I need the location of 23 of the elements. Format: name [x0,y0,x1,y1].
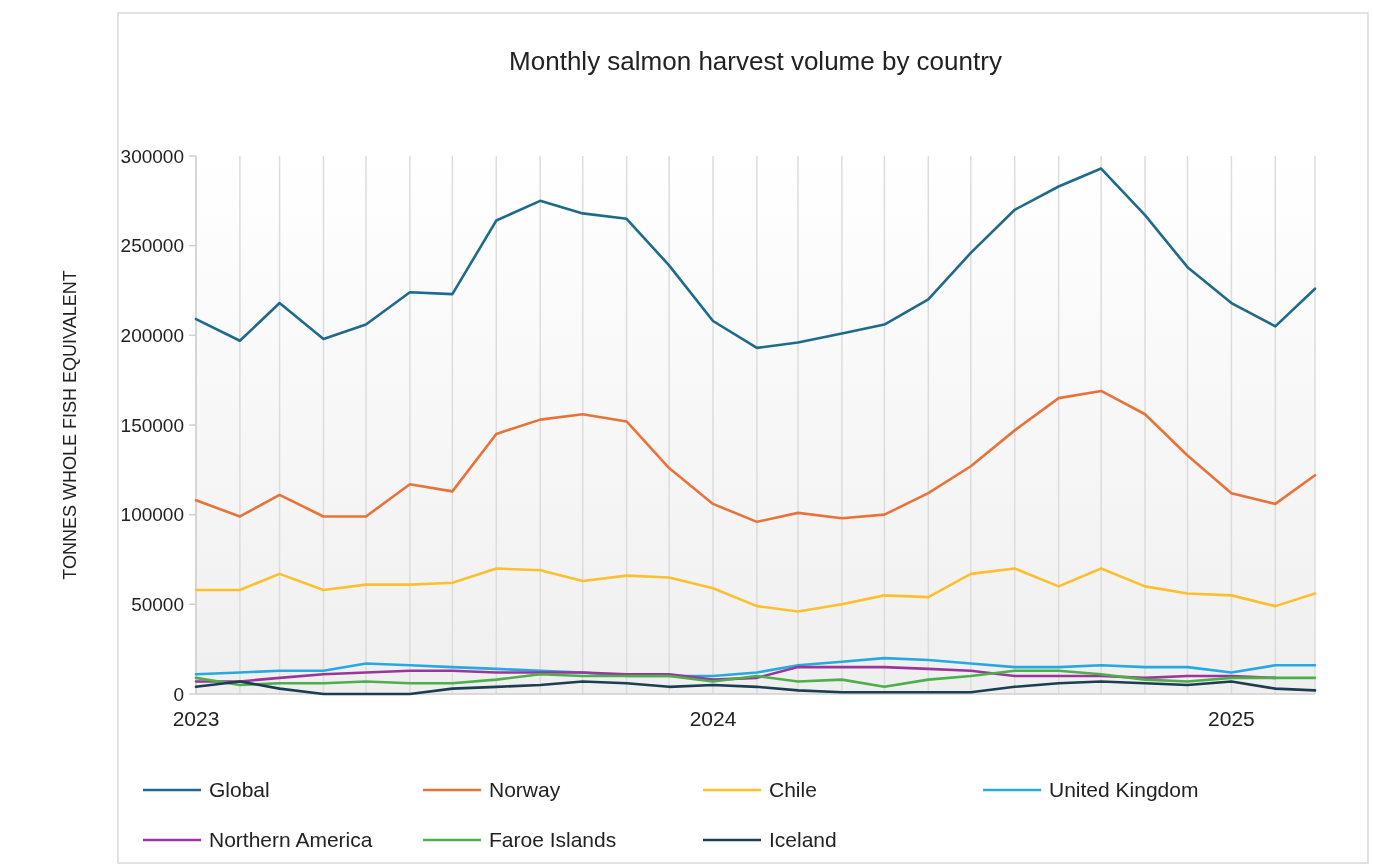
x-tick-label: 2024 [689,707,737,730]
legend-label: Chile [769,778,817,802]
y-tick-label: 200000 [120,324,184,346]
y-axis-title: TONNES WHOLE FISH EQUIVALENT [60,270,80,580]
legend-label: Norway [489,778,561,802]
y-tick-label: 250000 [120,235,184,257]
legend-label: Iceland [769,828,837,852]
legend-label: United Kingdom [1049,778,1199,802]
x-tick-label: 2023 [172,707,220,730]
legend-label: Global [209,778,270,802]
line-series [194,389,1317,524]
y-tick-label: 50000 [131,593,184,615]
chart-title: Monthly salmon harvest volume by country [509,46,1002,76]
y-tick-label: 0 [173,683,184,705]
line-series [194,669,1317,689]
legend-label: Northern America [209,828,373,852]
y-tick-label: 300000 [120,145,184,167]
line-series [194,567,1317,613]
y-tick-label: 150000 [120,414,184,436]
x-tick-label: 2025 [1208,707,1255,730]
line-series [194,167,1317,350]
y-tick-label: 100000 [120,504,184,526]
legend-label: Faroe Islands [489,828,617,852]
